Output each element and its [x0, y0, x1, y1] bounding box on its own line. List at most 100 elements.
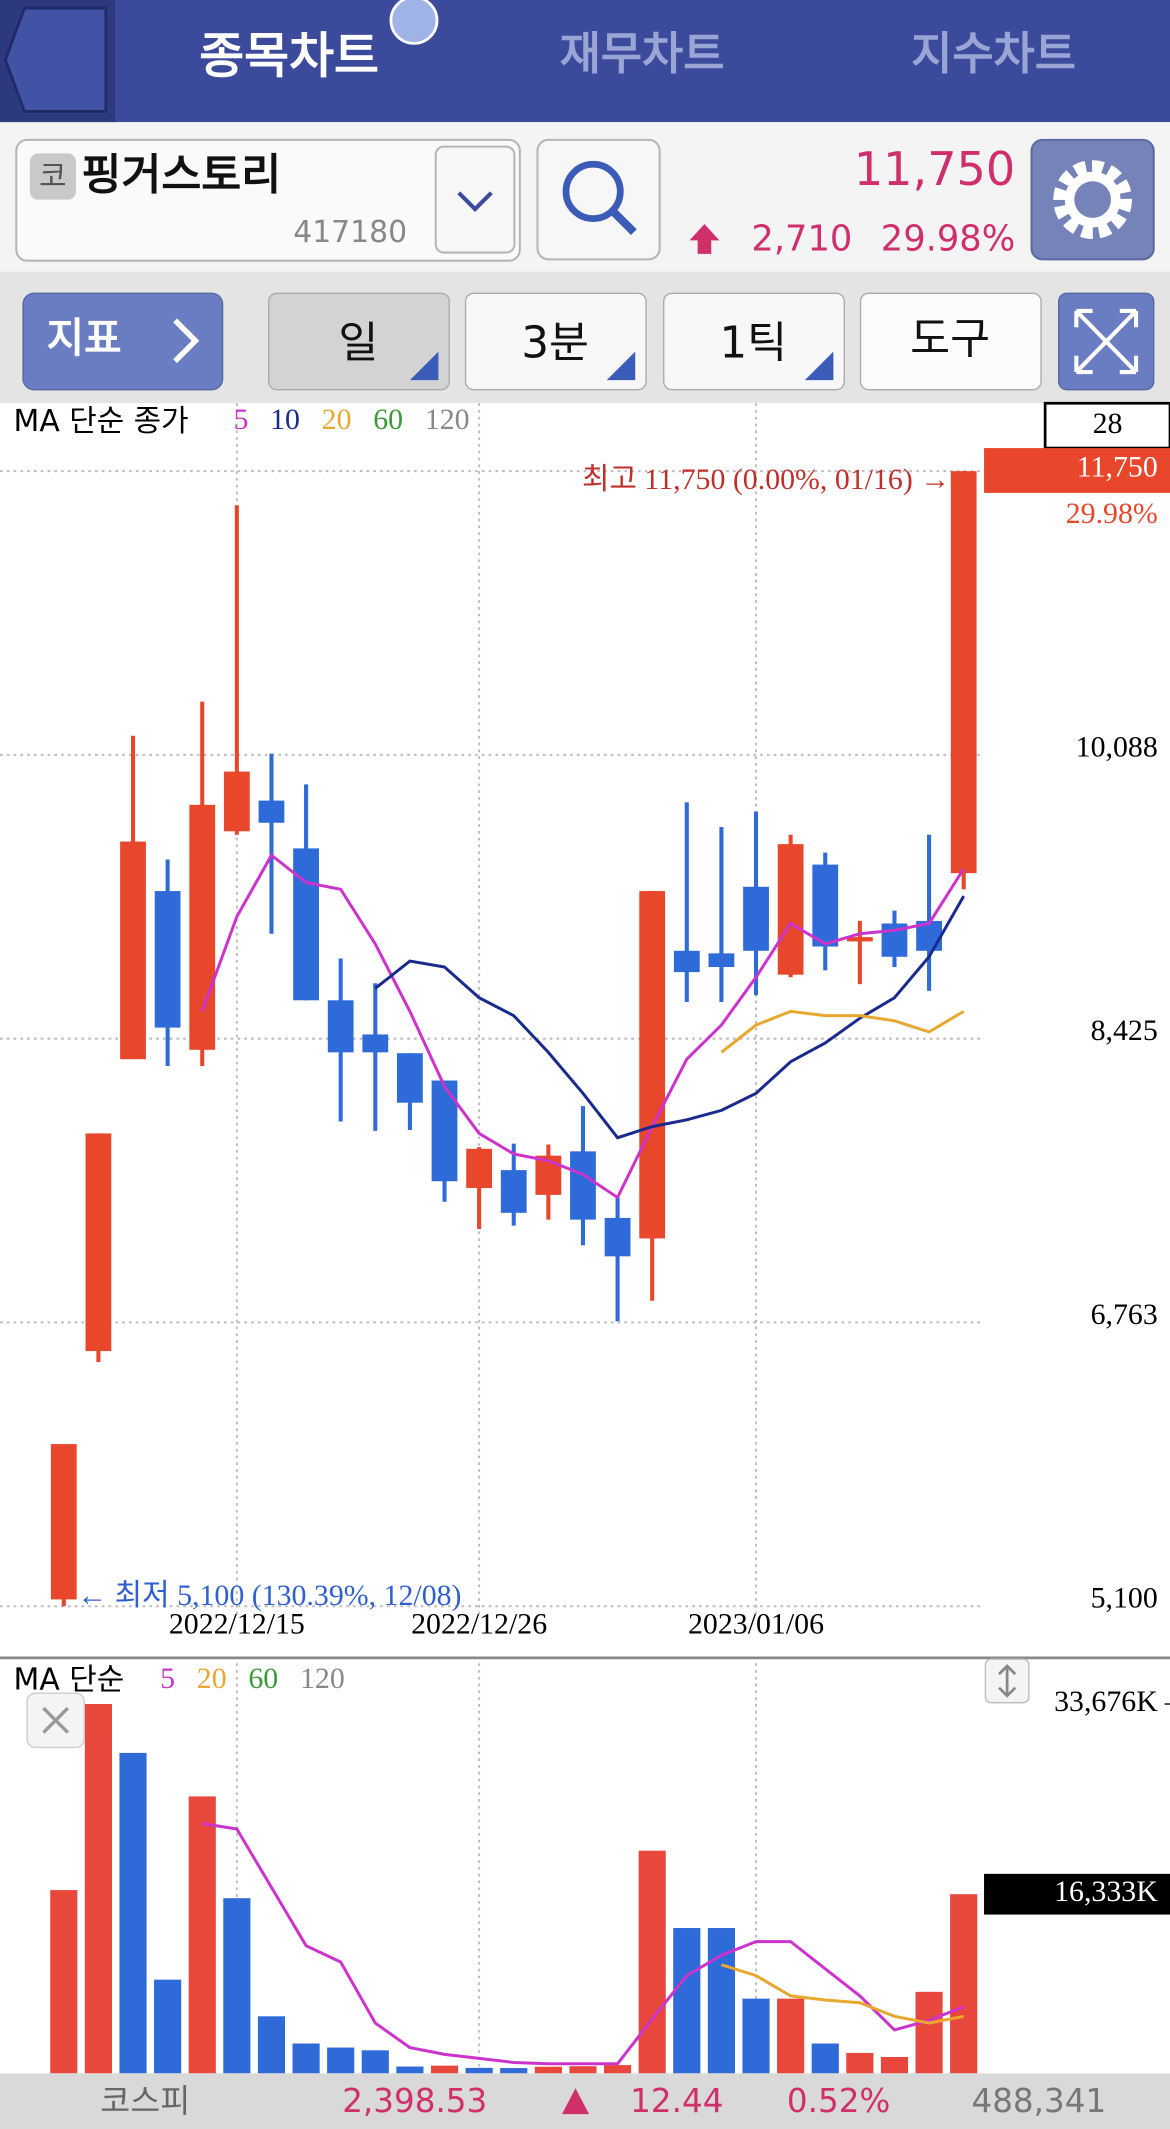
candle-body — [604, 1217, 631, 1257]
back-button[interactable] — [0, 0, 116, 123]
x-tick-label: 2022/12/15 — [169, 1607, 305, 1640]
current-volume-box — [984, 1873, 1170, 1915]
tools-button[interactable] — [859, 292, 1042, 391]
index-change: 12.44 — [630, 2082, 723, 2120]
period-label: 일 — [338, 319, 378, 369]
volume-bar — [361, 2050, 389, 2074]
candle-body — [223, 771, 250, 832]
ma-line — [202, 1822, 965, 2066]
market-volume: 488,341 — [971, 2082, 1106, 2120]
candle-body — [120, 841, 146, 1060]
dropdown-button[interactable] — [434, 145, 516, 254]
volume-bar — [188, 1796, 216, 2074]
indicator-label: 지표 — [47, 314, 122, 362]
ma-line — [720, 1963, 964, 2025]
volume-bar — [396, 2066, 424, 2074]
volume-bar — [707, 1928, 735, 2074]
period-button[interactable] — [268, 292, 450, 391]
tab[interactable]: 지수차트 — [911, 27, 1076, 80]
legend-entry: 60 — [373, 403, 403, 436]
y-tick-label: 33,676K — [1054, 1685, 1158, 1718]
gear-icon — [1064, 171, 1121, 228]
volume-bar — [915, 1991, 943, 2074]
volume-bar — [292, 2043, 320, 2074]
legend-title: MA 단순 종가 — [14, 404, 189, 439]
minute-label: 3분 — [521, 319, 589, 369]
up-arrow — [689, 224, 720, 254]
candle-body — [327, 1000, 354, 1053]
settings-button[interactable] — [1030, 138, 1155, 261]
tick-button[interactable] — [663, 292, 845, 391]
last-rate-label: 29.98% — [1066, 497, 1158, 530]
market-badge: 코 — [39, 159, 66, 194]
legend-entry: 120 — [425, 403, 470, 436]
index-up-arrow — [561, 2088, 590, 2115]
low-annotation: ← 최저 5,100 (130.39%, 12/08) — [77, 1579, 461, 1612]
stock-name: 핑거스토리 — [81, 150, 281, 200]
search-icon — [562, 160, 624, 222]
legend-entry: 20 — [322, 403, 352, 436]
candle-body — [258, 800, 285, 823]
last-price-box — [984, 448, 1170, 493]
volume-bar — [50, 1890, 78, 2074]
legend-entry: 10 — [270, 403, 300, 436]
y-tick-label: 8,425 — [1091, 1014, 1158, 1047]
candle-body — [777, 844, 804, 975]
volume-bar — [465, 2067, 493, 2074]
minute-button[interactable] — [464, 292, 647, 391]
tab-icon — [389, 0, 439, 45]
charts: 2022/12/15 2022/12/26 2023/01/06 5,100 6,763… — [0, 403, 1170, 2074]
expand-icon — [1074, 308, 1139, 375]
count-label: 28 — [1093, 407, 1123, 440]
volume-bar — [154, 1979, 182, 2074]
tools-label: 도구 — [910, 315, 990, 365]
badge-bg — [29, 153, 77, 200]
stock-selector[interactable] — [15, 138, 521, 262]
legend-entry: 5 — [160, 1662, 175, 1695]
x-tick-label: 2023/01/06 — [688, 1607, 824, 1640]
tab[interactable]: 재무차트 — [560, 27, 725, 80]
ma-line — [200, 852, 965, 1200]
volume-bar — [742, 1998, 770, 2074]
volume-bar — [84, 1704, 112, 2074]
candle-body — [397, 1053, 423, 1103]
dropdown-chevron — [457, 191, 493, 212]
legend-entry: 120 — [300, 1662, 345, 1695]
y-tick-label: 5,100 — [1091, 1582, 1158, 1615]
footer-bar — [0, 2073, 1170, 2129]
candle-body — [85, 1133, 112, 1352]
indicator-button[interactable] — [22, 292, 224, 391]
search-button[interactable] — [536, 138, 661, 261]
legend-entry: 20 — [197, 1662, 227, 1695]
current-volume-label: 16,333K — [1054, 1875, 1158, 1908]
volume-bar — [500, 2068, 528, 2074]
volume-bar — [257, 2016, 286, 2074]
gear-teeth — [1053, 160, 1132, 239]
index-rate: 0.52% — [787, 2082, 890, 2120]
indicator-chevron — [173, 318, 200, 364]
count-box — [1043, 401, 1170, 450]
index-name: 코스피 — [100, 2082, 190, 2120]
candle-body — [466, 1148, 493, 1189]
volume-bar — [327, 2047, 355, 2074]
volume-bar — [119, 1752, 147, 2074]
volume-bar — [950, 1894, 978, 2074]
volume-bar — [534, 2066, 562, 2074]
tick-label: 1틱 — [720, 319, 788, 369]
legend-entry: 5 — [233, 403, 248, 436]
y-tick-label: 6,763 — [1091, 1298, 1158, 1331]
close-icon — [42, 1706, 70, 1734]
tab-active[interactable]: 종목차트 — [199, 28, 379, 85]
last-price-label: 11,750 — [1077, 451, 1158, 484]
price-change: 2,710 — [751, 218, 852, 259]
corner-mark — [804, 351, 834, 381]
candle-body — [846, 937, 873, 942]
volume-bar — [430, 2065, 459, 2074]
candle-body — [570, 1151, 596, 1220]
stock-code: 417180 — [293, 215, 407, 250]
candle-body — [189, 804, 216, 1050]
corner-mark — [409, 351, 439, 381]
volume-bar — [569, 2066, 597, 2074]
back-arrow — [3, 6, 108, 113]
